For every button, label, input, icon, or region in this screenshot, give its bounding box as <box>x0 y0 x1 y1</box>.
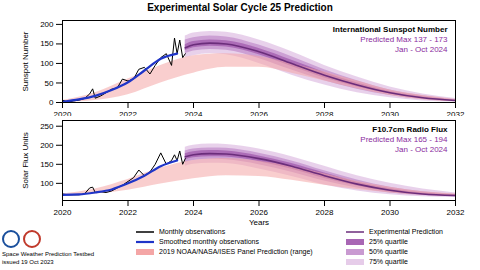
html-text:issued 19 Oct 2023: issued 19 Oct 2023 <box>2 259 54 265</box>
svg-text:150: 150 <box>40 160 54 169</box>
svg-text:2020: 2020 <box>54 110 72 116</box>
svg-text:2026: 2026 <box>250 208 268 217</box>
svg-text:2028: 2028 <box>316 208 334 217</box>
html-text:Smoothed monthly observations: Smoothed monthly observations <box>159 238 259 245</box>
html-text:Space Weather Prediction Testb: Space Weather Prediction Testbed <box>2 251 95 257</box>
svg-text:2032: 2032 <box>447 208 465 217</box>
svg-text:0: 0 <box>49 98 54 107</box>
html-text:75% quartile: 75% quartile <box>369 258 408 265</box>
svg-text:2022: 2022 <box>119 208 137 217</box>
svg-text:International Sunspot Number: International Sunspot Number <box>333 25 448 34</box>
html-text:50% quartile: 50% quartile <box>369 248 408 255</box>
svg-text:2030: 2030 <box>381 110 399 116</box>
svg-text:Years: Years <box>249 218 269 227</box>
svg-text:Jan - Oct 2024: Jan - Oct 2024 <box>395 145 448 154</box>
html-text:Experimental Prediction: Experimental Prediction <box>369 228 443 235</box>
html-text:Monthly observations: Monthly observations <box>159 228 226 235</box>
svg-text:2028: 2028 <box>316 110 334 116</box>
svg-text:50: 50 <box>45 79 54 88</box>
html-text:Experimental Solar Cycle 25 Pr: Experimental Solar Cycle 25 Prediction <box>147 2 333 13</box>
svg-text:2022: 2022 <box>119 110 137 116</box>
html-text:25% quartile: 25% quartile <box>369 238 408 245</box>
svg-text:2030: 2030 <box>381 208 399 217</box>
svg-text:100: 100 <box>40 59 54 68</box>
svg-text:2024: 2024 <box>185 110 203 116</box>
svg-text:250: 250 <box>40 122 54 131</box>
svg-text:100: 100 <box>40 179 54 188</box>
svg-text:Sunspot Number: Sunspot Number <box>21 31 30 91</box>
html-text:2019 NOAA/NASA/ISES Panel Pred: 2019 NOAA/NASA/ISES Panel Prediction (ra… <box>159 248 313 255</box>
svg-text:Jan - Oct 2024: Jan - Oct 2024 <box>395 45 448 54</box>
svg-text:2020: 2020 <box>54 208 72 217</box>
svg-text:2024: 2024 <box>185 208 203 217</box>
svg-text:2032: 2032 <box>447 110 465 116</box>
svg-text:F10.7cm Radio Flux: F10.7cm Radio Flux <box>372 125 448 134</box>
svg-text:Predicted Max 137 - 173: Predicted Max 137 - 173 <box>360 35 448 44</box>
svg-text:Predicted Max 165 - 194: Predicted Max 165 - 194 <box>360 135 448 144</box>
svg-text:200: 200 <box>40 20 54 29</box>
svg-text:150: 150 <box>40 39 54 48</box>
svg-text:2026: 2026 <box>250 110 268 116</box>
svg-text:Solar Flux Units: Solar Flux Units <box>21 132 30 188</box>
svg-text:200: 200 <box>40 141 54 150</box>
